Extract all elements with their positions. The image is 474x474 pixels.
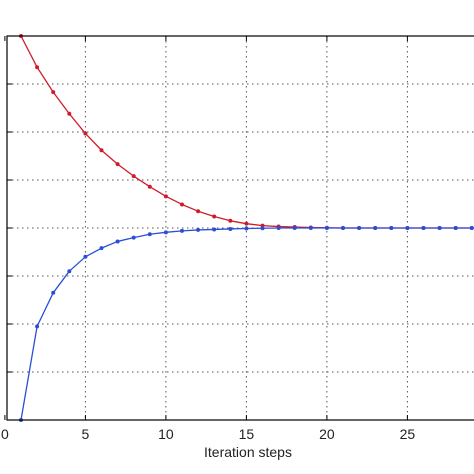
data-point bbox=[147, 184, 152, 189]
x-tick-label: 15 bbox=[239, 426, 255, 442]
data-point bbox=[35, 324, 40, 329]
data-point bbox=[163, 230, 168, 235]
data-point bbox=[421, 226, 426, 230]
data-point bbox=[163, 194, 168, 199]
data-point bbox=[260, 226, 265, 231]
data-point bbox=[212, 227, 217, 232]
data-point bbox=[228, 226, 233, 231]
data-point bbox=[67, 269, 72, 274]
data-point bbox=[292, 226, 297, 230]
data-point bbox=[437, 226, 442, 230]
data-point bbox=[35, 65, 40, 70]
data-point bbox=[67, 111, 72, 116]
series-2 bbox=[19, 226, 474, 422]
x-axis-title: Iteration steps bbox=[204, 444, 292, 460]
data-point bbox=[341, 226, 345, 230]
data-point bbox=[147, 232, 152, 237]
grid-lines bbox=[7, 36, 474, 420]
x-tick-label: 25 bbox=[400, 426, 416, 442]
x-tick-label: 20 bbox=[319, 426, 335, 442]
data-point bbox=[357, 226, 362, 230]
x-tick-label: 5 bbox=[82, 426, 90, 442]
data-point bbox=[51, 290, 56, 295]
data-point bbox=[308, 226, 313, 230]
data-point bbox=[405, 226, 410, 230]
data-point bbox=[228, 218, 233, 223]
data-point bbox=[196, 209, 201, 214]
data-point bbox=[115, 239, 120, 244]
data-point bbox=[51, 90, 56, 95]
data-point bbox=[131, 174, 136, 179]
data-point bbox=[196, 227, 201, 232]
x-tick-label: 0 bbox=[1, 426, 9, 442]
data-point bbox=[453, 226, 458, 230]
data-point bbox=[373, 226, 378, 230]
data-point bbox=[324, 226, 329, 230]
data-point bbox=[244, 226, 249, 231]
data-point bbox=[99, 246, 104, 251]
axis-ticks: 0 5 10 15 20 25 bbox=[1, 35, 416, 442]
data-point bbox=[180, 202, 184, 207]
data-point bbox=[244, 221, 249, 226]
data-point bbox=[83, 254, 88, 259]
data-point bbox=[212, 214, 217, 219]
data-point bbox=[83, 131, 88, 136]
data-point bbox=[115, 162, 120, 167]
data-point bbox=[469, 226, 474, 230]
series-group bbox=[19, 34, 474, 422]
data-point bbox=[180, 228, 184, 233]
data-point bbox=[389, 226, 394, 230]
data-point bbox=[276, 226, 281, 230]
x-tick-label: 10 bbox=[158, 426, 174, 442]
data-point bbox=[131, 235, 136, 240]
data-point bbox=[99, 148, 104, 153]
